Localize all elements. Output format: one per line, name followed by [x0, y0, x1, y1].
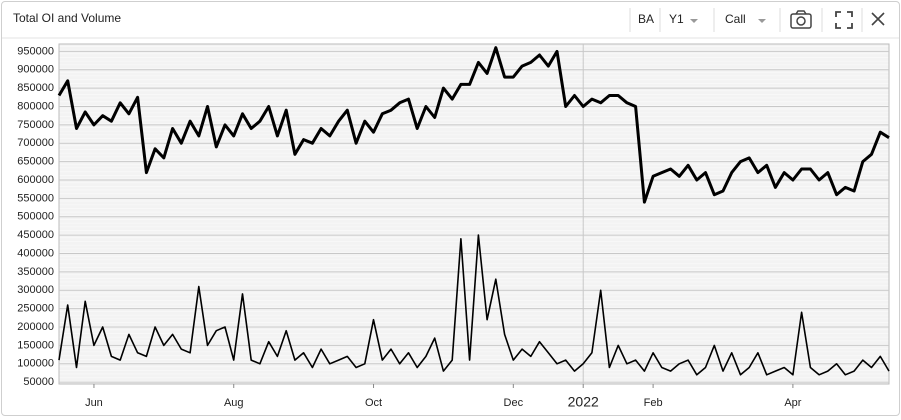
y-tick-label: 500000: [17, 211, 54, 223]
x-tick-label: 2022: [568, 394, 599, 410]
close-button[interactable]: [871, 12, 885, 26]
y-tick-label: 250000: [17, 303, 54, 315]
y-tick-label: 400000: [17, 247, 54, 259]
y-tick-label: 300000: [17, 284, 54, 296]
chart-title: Total OI and Volume: [13, 11, 121, 25]
y-tick-label: 800000: [17, 100, 54, 112]
y-tick-label: 200000: [17, 321, 54, 333]
y-tick-label: 900000: [17, 64, 54, 76]
period-select[interactable]: Y1: [669, 12, 684, 26]
plot-area: [58, 43, 890, 385]
y-tick-label: 150000: [17, 339, 54, 351]
x-tick-label: Feb: [644, 397, 663, 409]
x-tick-label: Aug: [224, 397, 244, 409]
y-tick-label: 750000: [17, 119, 54, 131]
y-tick-label: 700000: [17, 137, 54, 149]
chart: Total OI and Volume BA Y1 Call 50000 1000…: [2, 8, 899, 410]
series-line: [58, 234, 890, 376]
caret: [758, 19, 766, 23]
y-tick-label: 850000: [17, 82, 54, 94]
x-tick-label: Apr: [784, 397, 801, 409]
y-tick-label: 650000: [17, 156, 54, 168]
x-tick-label: Dec: [504, 397, 524, 409]
option-type-select[interactable]: Call: [725, 12, 746, 26]
x-tick-label: Oct: [365, 397, 382, 409]
y-tick-label: 50000: [23, 376, 54, 388]
fullscreen-button[interactable]: [835, 11, 853, 29]
y-tick-label: 550000: [17, 192, 54, 204]
y-tick-label: 450000: [17, 229, 54, 241]
y-tick-label: 100000: [17, 358, 54, 370]
y-tick-label: 600000: [17, 174, 54, 186]
series-line: [57, 46, 890, 204]
camera-button[interactable]: [790, 10, 812, 29]
caret: [690, 19, 698, 23]
y-tick-label: 350000: [17, 266, 54, 278]
y-tick-label: 950000: [17, 45, 54, 57]
symbol-select[interactable]: BA: [638, 12, 654, 26]
x-tick-label: Jun: [85, 397, 103, 409]
